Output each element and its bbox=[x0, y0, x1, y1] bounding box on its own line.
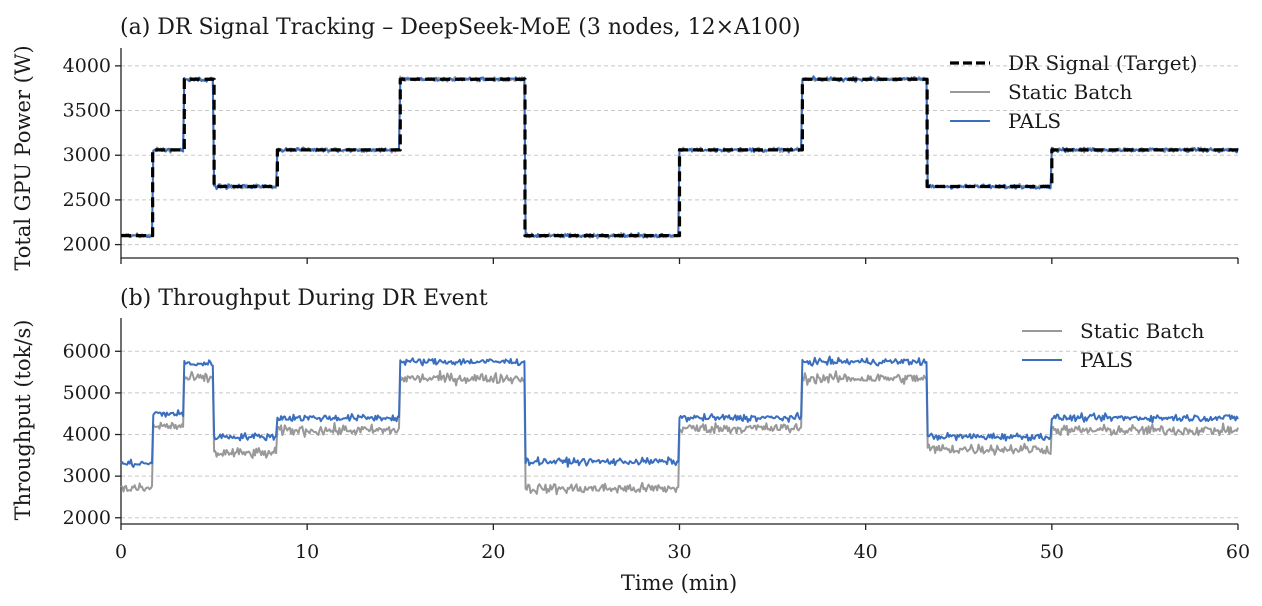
axes bbox=[120, 318, 1238, 525]
series-line-dr-signal-target- bbox=[121, 77, 1238, 238]
y-tick-label: 2500 bbox=[63, 189, 111, 211]
y-tick-label: 3500 bbox=[63, 100, 111, 122]
y-tick-label: 3000 bbox=[63, 465, 111, 487]
y-tick-label: 4000 bbox=[63, 424, 111, 446]
legend-label: DR Signal (Target) bbox=[1008, 51, 1197, 75]
y-tick-label: 4000 bbox=[63, 55, 111, 77]
x-tick-label: 0 bbox=[115, 541, 127, 563]
legend-label: PALS bbox=[1008, 109, 1061, 133]
axes bbox=[120, 48, 1238, 259]
x-tick-label: 50 bbox=[1040, 541, 1064, 563]
x-tick-label: 10 bbox=[295, 541, 319, 563]
y-tick-label: 6000 bbox=[63, 340, 111, 362]
x-tick-label: 60 bbox=[1226, 541, 1250, 563]
panel-b-ylabel: Throughput (tok/s) bbox=[11, 320, 35, 521]
panel-power-tracking: (a) DR Signal Tracking – DeepSeek-MoE (3… bbox=[11, 15, 1239, 271]
panel-a-title: (a) DR Signal Tracking – DeepSeek-MoE (3… bbox=[120, 15, 801, 40]
x-tick-label: 20 bbox=[481, 541, 505, 563]
y-tick-label: 5000 bbox=[63, 382, 111, 404]
series-line-pals bbox=[120, 355, 1239, 468]
legend-label: PALS bbox=[1080, 348, 1133, 372]
panel-a-ylabel: Total GPU Power (W) bbox=[11, 45, 35, 270]
panel-throughput: (b) Throughput During DR Event Throughpu… bbox=[11, 286, 1250, 563]
x-tick-label: 40 bbox=[854, 541, 878, 563]
legend-label: Static Batch bbox=[1008, 80, 1133, 104]
legend-label: Static Batch bbox=[1080, 319, 1205, 343]
panel-b-title: (b) Throughput During DR Event bbox=[120, 286, 488, 311]
y-tick-label: 2000 bbox=[63, 507, 111, 529]
x-tick-label: 30 bbox=[667, 541, 691, 563]
x-axis-label: Time (min) bbox=[621, 571, 737, 595]
y-tick-label: 3000 bbox=[63, 144, 111, 166]
y-tick-label: 2000 bbox=[63, 234, 111, 256]
